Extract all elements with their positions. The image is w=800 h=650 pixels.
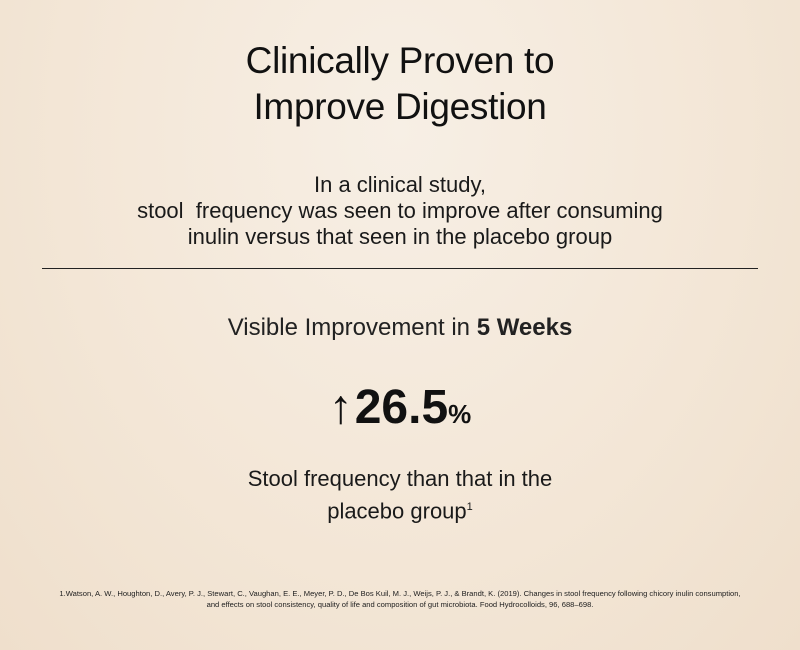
stat-unit: % [448,399,472,429]
title-line-2: Improve Digestion [253,86,547,127]
citation: 1.Watson, A. W., Houghton, D., Avery, P.… [0,588,800,610]
study-intro: In a clinical study, stool frequency was… [0,172,800,250]
stat-description-line-2: placebo group1 [327,498,473,524]
headline-duration: 5 Weeks [476,314,573,341]
stat-figure: ↑26.5% [0,380,800,442]
stat-description: Stool frequency than that in the placebo… [0,465,800,525]
arrow-up-icon: ↑ [328,381,353,434]
headline-prefix: Visible Improvement in [227,314,477,341]
page-title: Clinically Proven to Improve Digestion [0,38,800,130]
stat-value: 26.5 [354,381,449,434]
improvement-headline: Visible Improvement in 5 Weeks [0,314,800,342]
study-intro-line-3: inulin versus that seen in the placebo g… [187,224,613,249]
divider [42,268,758,269]
study-intro-line-1: In a clinical study, [313,172,486,197]
stat-description-line-1: Stool frequency than that in the [247,466,553,491]
study-intro-line-2: stool frequency was seen to improve afte… [137,198,663,223]
title-line-1: Clinically Proven to [245,40,555,81]
citation-line-2: and effects on stool consistency, qualit… [206,600,594,609]
footnote-marker: 1 [466,501,473,513]
citation-line-1: 1.Watson, A. W., Houghton, D., Avery, P.… [59,589,741,598]
